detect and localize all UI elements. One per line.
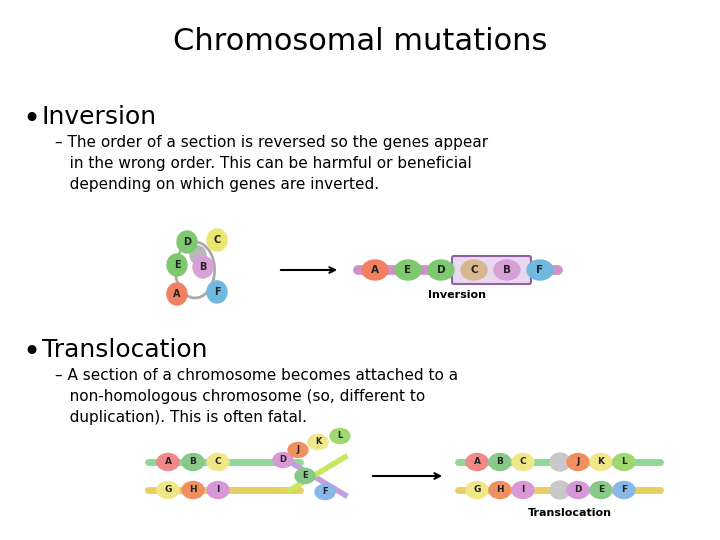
Ellipse shape xyxy=(190,246,206,264)
Text: •: • xyxy=(22,105,40,134)
Ellipse shape xyxy=(330,429,350,443)
Ellipse shape xyxy=(494,260,520,280)
Ellipse shape xyxy=(613,482,635,498)
Text: D: D xyxy=(279,456,287,464)
Ellipse shape xyxy=(207,454,229,470)
Ellipse shape xyxy=(590,454,612,470)
Ellipse shape xyxy=(489,454,511,470)
Text: D: D xyxy=(575,485,582,495)
Ellipse shape xyxy=(273,453,293,468)
Ellipse shape xyxy=(295,469,315,483)
Text: I: I xyxy=(521,485,525,495)
Ellipse shape xyxy=(193,256,213,278)
Text: C: C xyxy=(213,235,220,245)
Ellipse shape xyxy=(288,442,308,457)
Text: F: F xyxy=(322,488,328,496)
FancyBboxPatch shape xyxy=(452,256,531,284)
Text: – The order of a section is reversed so the genes appear
   in the wrong order. : – The order of a section is reversed so … xyxy=(55,135,488,192)
Text: J: J xyxy=(576,457,580,467)
Text: L: L xyxy=(621,457,627,467)
Text: E: E xyxy=(405,265,412,275)
Text: D: D xyxy=(437,265,445,275)
Text: B: B xyxy=(503,265,511,275)
Ellipse shape xyxy=(461,260,487,280)
Text: Chromosomal mutations: Chromosomal mutations xyxy=(173,28,547,57)
Text: Translocation: Translocation xyxy=(528,508,612,518)
Ellipse shape xyxy=(512,482,534,498)
Ellipse shape xyxy=(550,453,570,471)
Ellipse shape xyxy=(550,481,570,499)
Ellipse shape xyxy=(567,482,589,498)
Ellipse shape xyxy=(466,482,488,498)
Text: B: B xyxy=(497,457,503,467)
Text: C: C xyxy=(520,457,526,467)
Text: Translocation: Translocation xyxy=(42,338,207,362)
Ellipse shape xyxy=(207,482,229,498)
Ellipse shape xyxy=(489,482,511,498)
Ellipse shape xyxy=(395,260,421,280)
Text: J: J xyxy=(297,446,300,455)
Ellipse shape xyxy=(207,281,227,303)
Text: G: G xyxy=(164,485,171,495)
Text: Inversion: Inversion xyxy=(42,105,157,129)
Ellipse shape xyxy=(590,482,612,498)
Ellipse shape xyxy=(207,229,227,251)
Text: K: K xyxy=(315,437,321,447)
Text: I: I xyxy=(216,485,220,495)
Ellipse shape xyxy=(182,454,204,470)
Ellipse shape xyxy=(167,254,187,276)
Ellipse shape xyxy=(512,454,534,470)
Text: •: • xyxy=(22,338,40,367)
Ellipse shape xyxy=(613,454,635,470)
Text: F: F xyxy=(214,287,220,297)
Text: F: F xyxy=(621,485,627,495)
Text: D: D xyxy=(183,237,191,247)
Text: Inversion: Inversion xyxy=(428,290,486,300)
Text: F: F xyxy=(536,265,544,275)
Ellipse shape xyxy=(308,435,328,449)
Text: G: G xyxy=(473,485,481,495)
Text: L: L xyxy=(338,431,343,441)
Text: E: E xyxy=(598,485,604,495)
Ellipse shape xyxy=(527,260,553,280)
Ellipse shape xyxy=(567,454,589,470)
Text: A: A xyxy=(371,265,379,275)
Ellipse shape xyxy=(362,260,388,280)
Text: – A section of a chromosome becomes attached to a
   non-homologous chromosome (: – A section of a chromosome becomes atta… xyxy=(55,368,458,425)
Ellipse shape xyxy=(428,260,454,280)
Ellipse shape xyxy=(177,231,197,253)
Text: B: B xyxy=(189,457,197,467)
Text: H: H xyxy=(189,485,197,495)
Text: A: A xyxy=(474,457,480,467)
Ellipse shape xyxy=(157,454,179,470)
Ellipse shape xyxy=(167,283,187,305)
Text: E: E xyxy=(174,260,180,270)
Text: A: A xyxy=(174,289,181,299)
Ellipse shape xyxy=(466,454,488,470)
Text: C: C xyxy=(470,265,478,275)
Text: H: H xyxy=(496,485,504,495)
Ellipse shape xyxy=(315,484,335,500)
Text: A: A xyxy=(164,457,171,467)
Text: B: B xyxy=(199,262,207,272)
Text: K: K xyxy=(598,457,605,467)
Text: C: C xyxy=(215,457,221,467)
Text: E: E xyxy=(302,471,308,481)
Ellipse shape xyxy=(157,482,179,498)
Ellipse shape xyxy=(182,482,204,498)
